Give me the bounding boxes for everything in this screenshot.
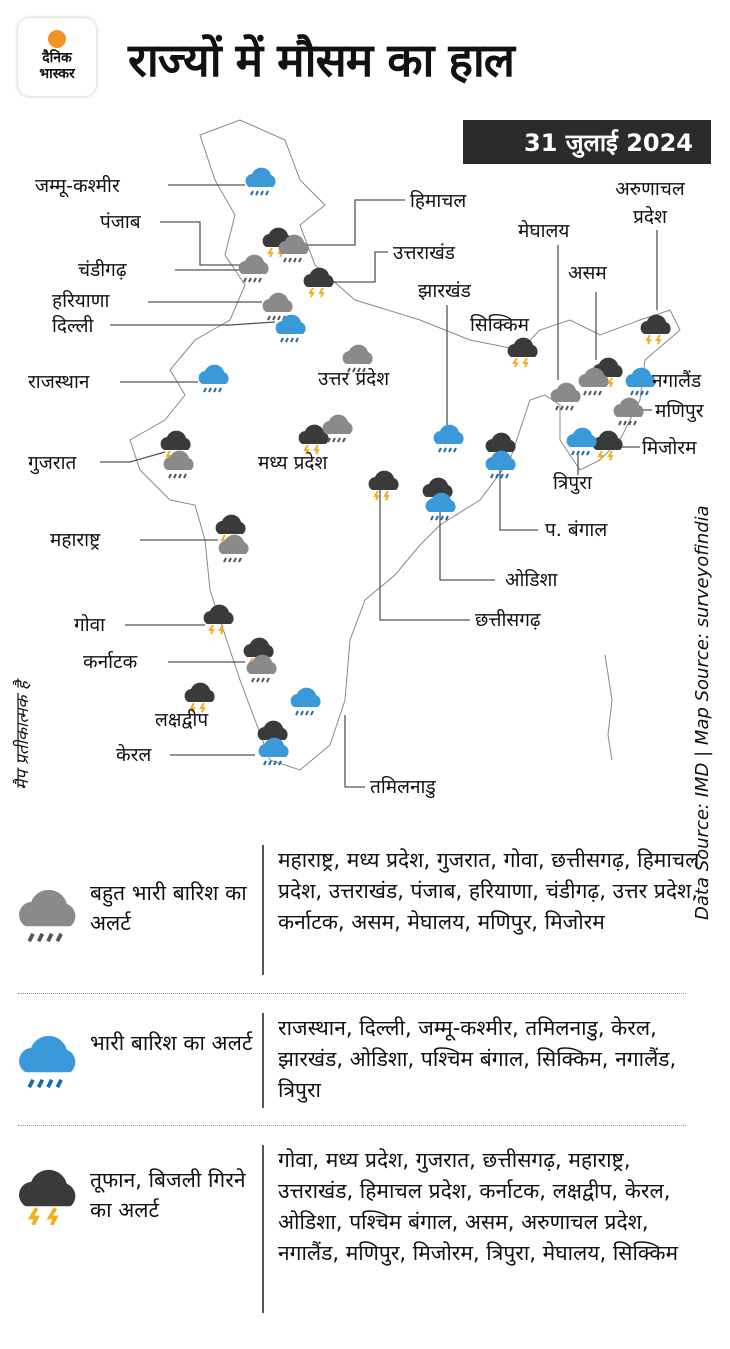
storm-icon bbox=[202, 603, 235, 635]
label-nagaland: नगालैंड bbox=[652, 370, 702, 392]
separator bbox=[18, 993, 686, 994]
label-uttarakhand: उत्तराखंड bbox=[393, 242, 455, 264]
heavy-rain-icon bbox=[549, 381, 582, 411]
legend-states: राजस्थान, दिल्ली, जम्मू-कश्मीर, तमिलनाडु… bbox=[278, 1016, 677, 1102]
label-haryana: हरियाणा bbox=[52, 290, 110, 312]
label-delhi: दिल्ली bbox=[52, 315, 94, 337]
storm-icon bbox=[367, 469, 400, 501]
legend-states: महाराष्ट्र, मध्य प्रदेश, गुजरात, गोवा, छ… bbox=[278, 848, 700, 934]
dainik-bhaskar-logo: दैनिक भास्कर bbox=[18, 18, 96, 96]
label-tripura: त्रिपुरा bbox=[553, 472, 592, 494]
label-lakshadweep: लक्षद्वीप bbox=[155, 709, 209, 731]
storm-icon bbox=[18, 1167, 78, 1225]
divider bbox=[262, 1145, 264, 1313]
rain-icon bbox=[18, 1033, 78, 1090]
legend-row-heavy-rain: बहुत भारी बारिश का अलर्ट महाराष्ट्र, मध्… bbox=[18, 845, 708, 980]
india-outline bbox=[129, 119, 681, 771]
label-tamil-nadu: तमिलनाडु bbox=[370, 776, 436, 798]
label-west-bengal: प. बंगाल bbox=[545, 519, 608, 541]
label-jharkhand: झारखंड bbox=[418, 280, 471, 302]
rain-icon bbox=[432, 423, 465, 453]
label-goa: गोवा bbox=[74, 614, 106, 636]
andaman-islands bbox=[604, 654, 613, 761]
heavy-rain-icon bbox=[237, 253, 270, 283]
heavy-rain-icon bbox=[245, 653, 278, 683]
label-madhya-pradesh: मध्य प्रदेश bbox=[258, 452, 328, 474]
label-himachal: हिमाचल bbox=[410, 190, 467, 212]
leader-lines bbox=[100, 184, 658, 788]
label-mizoram: मिजोरम bbox=[642, 437, 697, 459]
separator bbox=[18, 1125, 686, 1126]
logo-text-1: दैनिक bbox=[42, 50, 72, 66]
sun-logo-icon bbox=[48, 30, 66, 48]
legend-states: गोवा, मध्य प्रदेश, गुजरात, छत्तीसगढ़, मह… bbox=[278, 1148, 679, 1265]
divider bbox=[262, 1013, 264, 1108]
label-rajasthan: राजस्थान bbox=[28, 371, 90, 393]
label-kerala: केरल bbox=[116, 744, 152, 766]
label-arunachal: अरुणाचल प्रदेश bbox=[615, 178, 685, 228]
label-sikkim: सिक्किम bbox=[470, 314, 529, 336]
storm-icon bbox=[302, 266, 335, 298]
date-badge: 31 जुलाई 2024 bbox=[463, 120, 711, 164]
label-chandigarh: चंडीगढ़ bbox=[78, 259, 127, 281]
legend-name: बहुत भारी बारिश का अलर्ट bbox=[90, 881, 247, 935]
label-gujarat: गुजरात bbox=[28, 452, 77, 474]
storm-icon bbox=[506, 336, 539, 368]
storm-icon bbox=[183, 681, 216, 713]
label-meghalaya: मेघालय bbox=[518, 220, 570, 242]
storm-icon bbox=[639, 313, 672, 345]
india-map bbox=[100, 119, 681, 788]
label-manipur: मणिपुर bbox=[655, 400, 704, 422]
logo-text-2: भास्कर bbox=[39, 66, 75, 82]
rain-icon bbox=[565, 426, 598, 456]
label-punjab: पंजाब bbox=[100, 211, 141, 233]
rain-icon bbox=[274, 313, 307, 343]
page-title: राज्यों में मौसम का हाल bbox=[128, 33, 515, 87]
rain-icon bbox=[244, 166, 277, 196]
label-maharashtra: महाराष्ट्र bbox=[50, 529, 101, 551]
label-karnataka: कर्नाटक bbox=[83, 651, 138, 673]
label-chhattisgarh: छत्तीसगढ़ bbox=[475, 609, 541, 631]
legend-row-storm: तूफान, बिजली गिरने का अलर्ट गोवा, मध्य प… bbox=[18, 1145, 708, 1315]
legend-name: भारी बारिश का अलर्ट bbox=[90, 1031, 253, 1055]
legend-row-rain: भारी बारिश का अलर्ट राजस्थान, दिल्ली, जम… bbox=[18, 1013, 708, 1113]
rain-icon bbox=[289, 686, 322, 716]
label-odisha: ओडिशा bbox=[505, 569, 558, 591]
label-jammu-kashmir: जम्मू-कश्मीर bbox=[35, 175, 120, 197]
storm-icon bbox=[591, 429, 624, 461]
label-assam: असम bbox=[568, 262, 607, 284]
label-uttar-pradesh: उत्तर प्रदेश bbox=[318, 368, 390, 390]
map-disclaimer: मैप प्रतीकात्मक है bbox=[13, 681, 33, 790]
legend-name: तूफान, बिजली गिरने का अलर्ट bbox=[90, 1168, 246, 1222]
heavy-rain-icon bbox=[18, 887, 78, 944]
rain-icon bbox=[197, 363, 230, 393]
divider bbox=[262, 845, 264, 975]
